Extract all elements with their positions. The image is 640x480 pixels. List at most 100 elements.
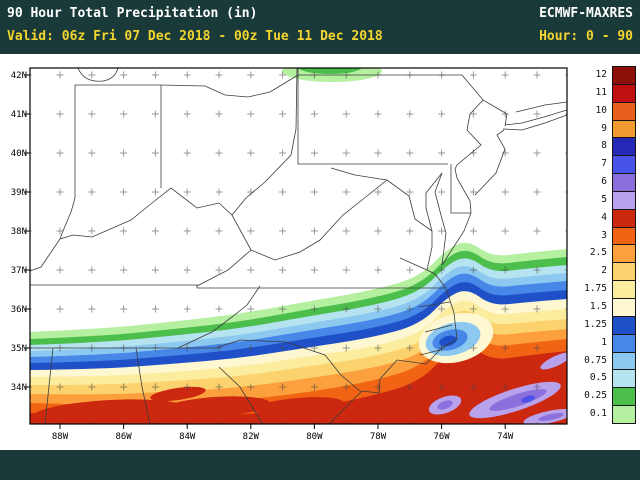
legend-value: 6 <box>601 176 607 188</box>
legend-row: 2 <box>576 262 636 282</box>
lat-label: 41N <box>11 110 27 120</box>
chesapeake-east-shore <box>434 172 447 266</box>
legend-row: 0.25 <box>576 387 636 407</box>
legend-swatch <box>612 262 636 282</box>
legend-row: 1.75 <box>576 280 636 299</box>
forecast-hour-range: Hour: 0 - 90 <box>539 29 633 44</box>
ct-coast <box>515 101 567 113</box>
lon-ticks <box>59 424 506 429</box>
legend-swatch <box>612 244 636 264</box>
lat-label: 35N <box>11 344 27 354</box>
legend-value: 0.25 <box>584 390 607 402</box>
lat-label: 38N <box>11 227 27 237</box>
legend-row: 4 <box>576 208 636 228</box>
legend-value: 0.1 <box>589 408 607 420</box>
legend-value: 8 <box>601 140 607 152</box>
lat-label: 40N <box>11 149 27 159</box>
legend-row: 7 <box>576 155 636 175</box>
legend-value: 3 <box>601 229 607 241</box>
footer-bar: Max: 7.4 in Min: 0.0 in StormVistaWxMode… <box>0 450 640 480</box>
lat-label: 36N <box>11 305 27 315</box>
legend-swatch <box>612 315 636 335</box>
lon-label: 80W <box>306 432 323 442</box>
legend-row: 10 <box>576 101 636 121</box>
legend-row: 0.75 <box>576 351 636 371</box>
lon-label: 88W <box>52 432 69 442</box>
legend-swatch <box>612 190 636 210</box>
ky-tn-va-nc-border <box>30 284 446 289</box>
legend-row: 9 <box>576 119 636 139</box>
legend-swatch <box>612 280 636 299</box>
nc-sc-atlantic-coast <box>328 287 458 424</box>
nc-sc-border <box>215 339 362 393</box>
legend-row: 0.5 <box>576 369 636 389</box>
legend-value: 11 <box>595 86 607 98</box>
nj-coast <box>474 129 506 196</box>
legend-swatch <box>612 66 636 85</box>
ky-wv-border <box>231 214 252 251</box>
legend-row: 5 <box>576 190 636 210</box>
lat-label: 39N <box>11 188 27 198</box>
legend-row: 11 <box>576 83 636 103</box>
legend-swatch <box>612 297 636 317</box>
legend-value: 4 <box>601 211 607 223</box>
delaware-river-border <box>454 99 484 179</box>
legend-value: 2.5 <box>589 247 607 259</box>
state-borders <box>30 68 567 424</box>
legend-swatch <box>612 351 636 371</box>
valid-range: Valid: 06z Fri 07 Dec 2018 - 00z Tue 11 … <box>7 29 383 44</box>
legend-row: 12 <box>576 66 636 85</box>
legend-swatch <box>612 119 636 139</box>
lat-ticks <box>25 74 30 388</box>
legend-swatch <box>612 333 636 353</box>
delmarva-atlantic-coast <box>441 177 472 266</box>
ga-sc-border <box>218 366 264 424</box>
legend-value: 9 <box>601 122 607 134</box>
il-in-border <box>59 85 76 240</box>
nc-sounds <box>418 301 453 356</box>
legend-row: 6 <box>576 173 636 192</box>
legend-swatch <box>612 387 636 407</box>
legend-swatch <box>612 369 636 389</box>
legend-value: 1.75 <box>584 283 607 295</box>
lat-label: 42N <box>11 71 27 81</box>
precip-color-scale: 12 11 10 9 8 7 6 5 4 3 2.5 2 1.75 1.5 1.25 1 0.75 0.5 0.25… <box>576 66 636 424</box>
legend-value: 7 <box>601 158 607 170</box>
lon-labels: 88W 86W 84W 82W 80W 78W 76W 74W <box>52 432 514 442</box>
lon-label: 84W <box>179 432 196 442</box>
legend-value: 12 <box>595 69 607 80</box>
chesapeake-west-shore <box>425 172 447 289</box>
lon-label: 74W <box>497 432 514 442</box>
ky-va-border <box>196 249 252 287</box>
legend-row: 8 <box>576 137 636 157</box>
lon-label: 76W <box>433 432 450 442</box>
legend-value: 1.5 <box>589 300 607 312</box>
ohio-river-border <box>30 68 298 272</box>
legend-row: 2.5 <box>576 244 636 264</box>
lat-label: 34N <box>11 383 27 393</box>
lon-label: 86W <box>115 432 132 442</box>
pa-ny-border <box>298 74 508 127</box>
legend-row: 3 <box>576 226 636 246</box>
model-name: ECMWF-MAXRES <box>539 6 633 21</box>
legend-row: 1.25 <box>576 315 636 335</box>
al-ga-border <box>135 347 151 424</box>
legend-row: 0.1 <box>576 405 636 424</box>
lat-labels: 42N 41N 40N 39N 38N 37N 36N 35N 34N <box>11 71 27 393</box>
legend-swatch <box>612 208 636 228</box>
ms-al-border <box>44 347 54 424</box>
legend-value: 5 <box>601 193 607 205</box>
potomac-river <box>330 167 433 232</box>
legend-value: 2 <box>601 265 607 277</box>
precip-map: 42N 41N 40N 39N 38N 37N 36N 35N 34N 88W … <box>11 67 568 442</box>
legend-row: 1 <box>576 333 636 353</box>
long-island-coast <box>502 109 567 131</box>
legend-swatch <box>612 173 636 192</box>
pa-md-de-border <box>297 68 471 214</box>
latlon-grid-marks <box>30 68 567 424</box>
wv-va-border <box>250 179 388 261</box>
james-river <box>399 257 428 271</box>
legend-value: 0.5 <box>589 372 607 384</box>
lake-michigan-shore <box>77 68 119 82</box>
